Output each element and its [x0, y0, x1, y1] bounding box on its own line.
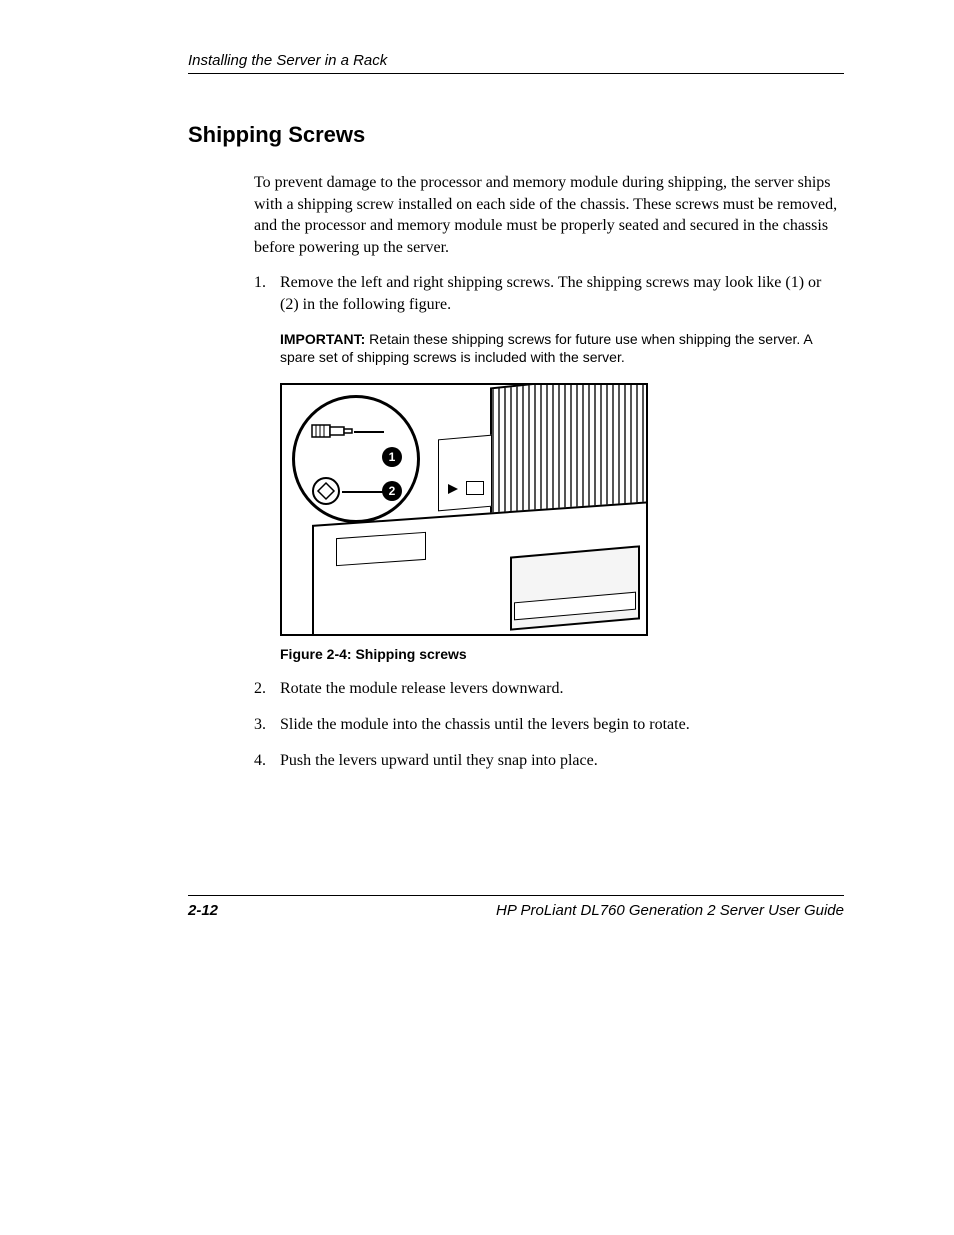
- important-label: IMPORTANT:: [280, 331, 365, 347]
- step-number: 1.: [254, 272, 280, 315]
- header-rule: [188, 73, 844, 74]
- screw-type-2-icon: [310, 475, 342, 507]
- step-text: Slide the module into the chassis until …: [280, 714, 844, 736]
- step-text: Remove the left and right shipping screw…: [280, 272, 844, 315]
- footer-rule: [188, 895, 844, 896]
- step-1: 1. Remove the left and right shipping sc…: [254, 272, 844, 315]
- section-title: Shipping Screws: [188, 122, 844, 148]
- step-2: 2. Rotate the module release levers down…: [254, 678, 844, 700]
- figure-2-4: 1 2: [280, 383, 648, 636]
- page-footer: 2-12 HP ProLiant DL760 Generation 2 Serv…: [188, 895, 844, 919]
- step-text: Rotate the module release levers downwar…: [280, 678, 844, 700]
- step-number: 2.: [254, 678, 280, 700]
- document-title: HP ProLiant DL760 Generation 2 Server Us…: [496, 902, 844, 919]
- chapter-header: Installing the Server in a Rack: [188, 52, 844, 69]
- leader-line-icon: [354, 431, 384, 433]
- side-panel-icon: [438, 435, 492, 512]
- figure-caption: Figure 2-4: Shipping screws: [280, 646, 844, 662]
- important-note: IMPORTANT: Retain these shipping screws …: [280, 330, 844, 368]
- screw-type-1-icon: [310, 417, 354, 445]
- intro-paragraph: To prevent damage to the processor and m…: [254, 172, 844, 258]
- step-text: Push the levers upward until they snap i…: [280, 750, 844, 772]
- page-number: 2-12: [188, 902, 218, 919]
- step-4: 4. Push the levers upward until they sna…: [254, 750, 844, 772]
- step-number: 4.: [254, 750, 280, 772]
- step-number: 3.: [254, 714, 280, 736]
- arrow-icon: [448, 484, 458, 494]
- screw-location-icon: [466, 481, 484, 495]
- body-block: To prevent damage to the processor and m…: [254, 172, 844, 771]
- step-3: 3. Slide the module into the chassis unt…: [254, 714, 844, 736]
- leader-line-icon: [342, 491, 384, 493]
